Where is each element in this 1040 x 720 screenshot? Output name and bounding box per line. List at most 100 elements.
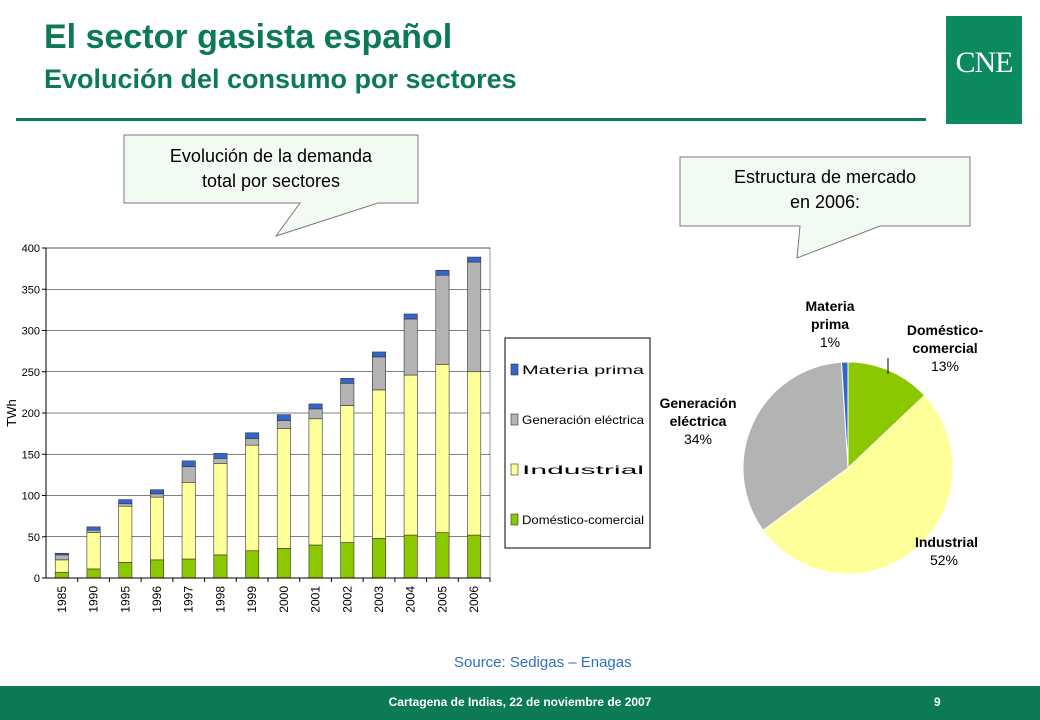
bar-segment — [435, 364, 450, 533]
footer-text: Cartagena de Indias, 22 de noviembre de … — [388, 695, 652, 709]
bar-segment — [276, 547, 291, 579]
bar-segment — [372, 356, 386, 391]
pie-pct-label: 1% — [820, 334, 840, 350]
bar-segment — [181, 460, 196, 467]
bar-callout-text: Evolución de la demanda total por sector… — [124, 144, 418, 194]
bar-segment — [86, 526, 101, 531]
bar-segment — [276, 414, 291, 421]
bar-segment — [118, 499, 133, 505]
y-tick-label: 100 — [22, 491, 40, 503]
x-tick-label: 1996 — [150, 586, 164, 613]
bar-segment — [86, 568, 101, 579]
x-tick-label: 1990 — [87, 586, 101, 613]
bar-segment — [467, 371, 482, 536]
x-tick-label: 2002 — [340, 586, 354, 613]
bar-callout-line2: total por sectores — [201, 171, 341, 191]
bar-segment — [118, 505, 133, 563]
bar-segment — [150, 493, 164, 498]
bar-segment — [150, 496, 164, 561]
bar-segment — [54, 554, 69, 561]
bar-segment — [86, 532, 101, 570]
page-number: 9 — [934, 695, 941, 709]
title-divider — [16, 118, 926, 121]
pie-slice-label: prima — [811, 316, 849, 332]
x-tick-label: 1995 — [118, 586, 132, 613]
legend-swatch — [510, 513, 519, 526]
pie-slice-label: Generación — [659, 395, 736, 411]
legend-label: Industrial — [522, 463, 644, 477]
bar-segment — [245, 438, 260, 446]
bar-segment — [403, 313, 418, 320]
pie-callout-text: Estructura de mercado en 2006: — [680, 165, 970, 215]
bar-segment — [435, 269, 450, 276]
bar-segment — [435, 532, 450, 579]
pie-callout-line2: en 2006: — [789, 192, 861, 212]
pie-pct-label: 13% — [931, 358, 959, 374]
logo-text: CNE — [955, 46, 1014, 79]
pie-callout-line1: Estructura de mercado — [733, 167, 917, 187]
bar-segment — [118, 503, 133, 507]
y-tick-label: 200 — [22, 408, 40, 420]
bar-segment — [213, 463, 228, 556]
legend-label: Materia prima — [522, 363, 645, 377]
x-tick-label: 1985 — [55, 586, 69, 613]
bar-segment — [467, 261, 482, 373]
y-tick-label: 300 — [22, 326, 40, 338]
source-note: Source: Sedigas – Enagas — [454, 654, 632, 671]
bar-segment — [308, 403, 323, 410]
bar-segment — [213, 554, 228, 579]
bar-segment — [467, 256, 482, 263]
bar-segment — [340, 542, 355, 579]
legend-box — [504, 337, 651, 549]
bar-segment — [54, 559, 69, 573]
bar-segment — [372, 389, 386, 539]
pie-slice-label: Materia — [805, 298, 854, 314]
bar-segment — [276, 420, 291, 429]
x-tick-label: 2005 — [435, 586, 449, 613]
bar-segment — [54, 552, 69, 556]
pie-pct-label: 52% — [930, 552, 958, 568]
bar-segment — [308, 418, 323, 546]
pie-slice-label: Industrial — [915, 534, 978, 550]
legend-swatch — [510, 413, 519, 426]
legend-label: Generación eléctrica — [522, 413, 644, 427]
bar-segment — [435, 274, 450, 365]
y-axis-label: TWh — [4, 399, 19, 426]
cne-logo: CNE — [946, 16, 1022, 124]
x-tick-label: 2004 — [404, 586, 418, 613]
x-tick-label: 2001 — [309, 586, 323, 613]
x-tick-label: 1999 — [245, 586, 259, 613]
bar-segment — [403, 534, 418, 579]
bar-segment — [308, 408, 323, 420]
bar-segment — [181, 482, 196, 560]
y-tick-label: 250 — [22, 367, 40, 379]
y-tick-label: 50 — [28, 532, 40, 544]
bar-segment — [245, 432, 260, 439]
bar-segment — [245, 444, 260, 552]
bar-segment — [118, 562, 133, 579]
x-tick-label: 2003 — [372, 586, 386, 613]
x-tick-label: 1997 — [182, 586, 196, 613]
bar-callout-line1: Evolución de la demanda — [169, 146, 373, 166]
pie-slice — [847, 361, 926, 470]
footer-bar: Cartagena de Indias, 22 de noviembre de … — [0, 686, 1040, 720]
bar-segment — [213, 458, 228, 464]
bar-segment — [181, 558, 196, 579]
pie-slice-label: comercial — [912, 340, 977, 356]
legend-swatch — [510, 363, 519, 376]
pie-pct-label: 34% — [684, 431, 712, 447]
bar-segment — [467, 534, 482, 579]
bar-segment — [403, 374, 418, 536]
bar-segment — [372, 351, 386, 358]
bar-segment — [403, 318, 418, 376]
bar-segment — [86, 529, 101, 533]
bar-segment — [308, 544, 323, 579]
y-tick-label: 350 — [22, 284, 40, 296]
pie-chart: Materia prima 1% Doméstico-comercial 13% Indu… — [659, 298, 983, 575]
bar-segment — [150, 489, 164, 495]
bar-segment — [340, 383, 355, 406]
legend-swatch — [510, 463, 519, 476]
bar-segment — [276, 428, 291, 549]
chart-legend: Materia prima Generación eléctrica Industr… — [504, 337, 651, 549]
